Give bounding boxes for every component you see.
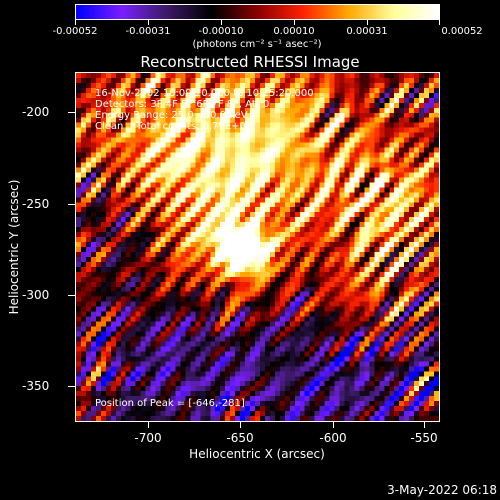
colorbar-tick-label: -0.00010 bbox=[198, 26, 244, 37]
colorbar bbox=[75, 4, 440, 20]
colorbar-units: (photons cm⁻² s⁻¹ asec⁻²) bbox=[192, 39, 322, 50]
colorbar-tick-label: 0.00031 bbox=[346, 26, 388, 37]
colorbar-tick-label: -0.00031 bbox=[125, 26, 171, 37]
info-line-counts: Clean Total counts: 6.79E+03 bbox=[95, 121, 253, 132]
colorbar-tick-label: -0.00052 bbox=[52, 26, 98, 37]
y-tick-label: -300 bbox=[22, 288, 50, 302]
x-tick-label: -700 bbox=[134, 431, 162, 445]
plot-title: Reconstructed RHESSI Image bbox=[140, 53, 360, 71]
colorbar-tick-label: 0.00052 bbox=[441, 26, 483, 37]
rhessi-image bbox=[76, 73, 439, 421]
y-axis-label: Heliocentric Y (arcsec) bbox=[7, 179, 21, 315]
x-axis-label: Heliocentric X (arcsec) bbox=[189, 447, 325, 461]
x-tick-label: -550 bbox=[410, 431, 438, 445]
peak-position: Position of Peak = [-646,-281] bbox=[95, 398, 245, 409]
colorbar-ticks bbox=[75, 20, 440, 25]
x-tick bbox=[148, 422, 149, 428]
info-line-detectors: Detectors: 3F 4F 5F 6F 7F 8F, Att 0 bbox=[95, 99, 270, 110]
image-frame bbox=[75, 72, 440, 422]
x-tick bbox=[424, 422, 425, 428]
x-tick-label: -650 bbox=[226, 431, 254, 445]
timestamp: 3-May-2022 06:18 bbox=[387, 483, 497, 497]
y-tick-label: -200 bbox=[22, 105, 50, 119]
y-tick-label: -250 bbox=[22, 197, 50, 211]
x-tick-label: -600 bbox=[319, 431, 347, 445]
colorbar-tick-label: 0.00010 bbox=[273, 26, 315, 37]
x-tick bbox=[240, 422, 241, 428]
y-tick bbox=[68, 204, 75, 205]
x-tick bbox=[333, 422, 334, 428]
y-tick bbox=[68, 295, 75, 296]
y-tick-label: -350 bbox=[22, 379, 50, 393]
y-tick bbox=[68, 112, 75, 113]
info-line-energy: Energy Range: 25.0 - 50.0 keV bbox=[95, 110, 248, 121]
info-line-time: 16-Nov-2002 10:09:20.000 to 10:15:20.000 bbox=[95, 88, 314, 99]
y-tick bbox=[68, 386, 75, 387]
